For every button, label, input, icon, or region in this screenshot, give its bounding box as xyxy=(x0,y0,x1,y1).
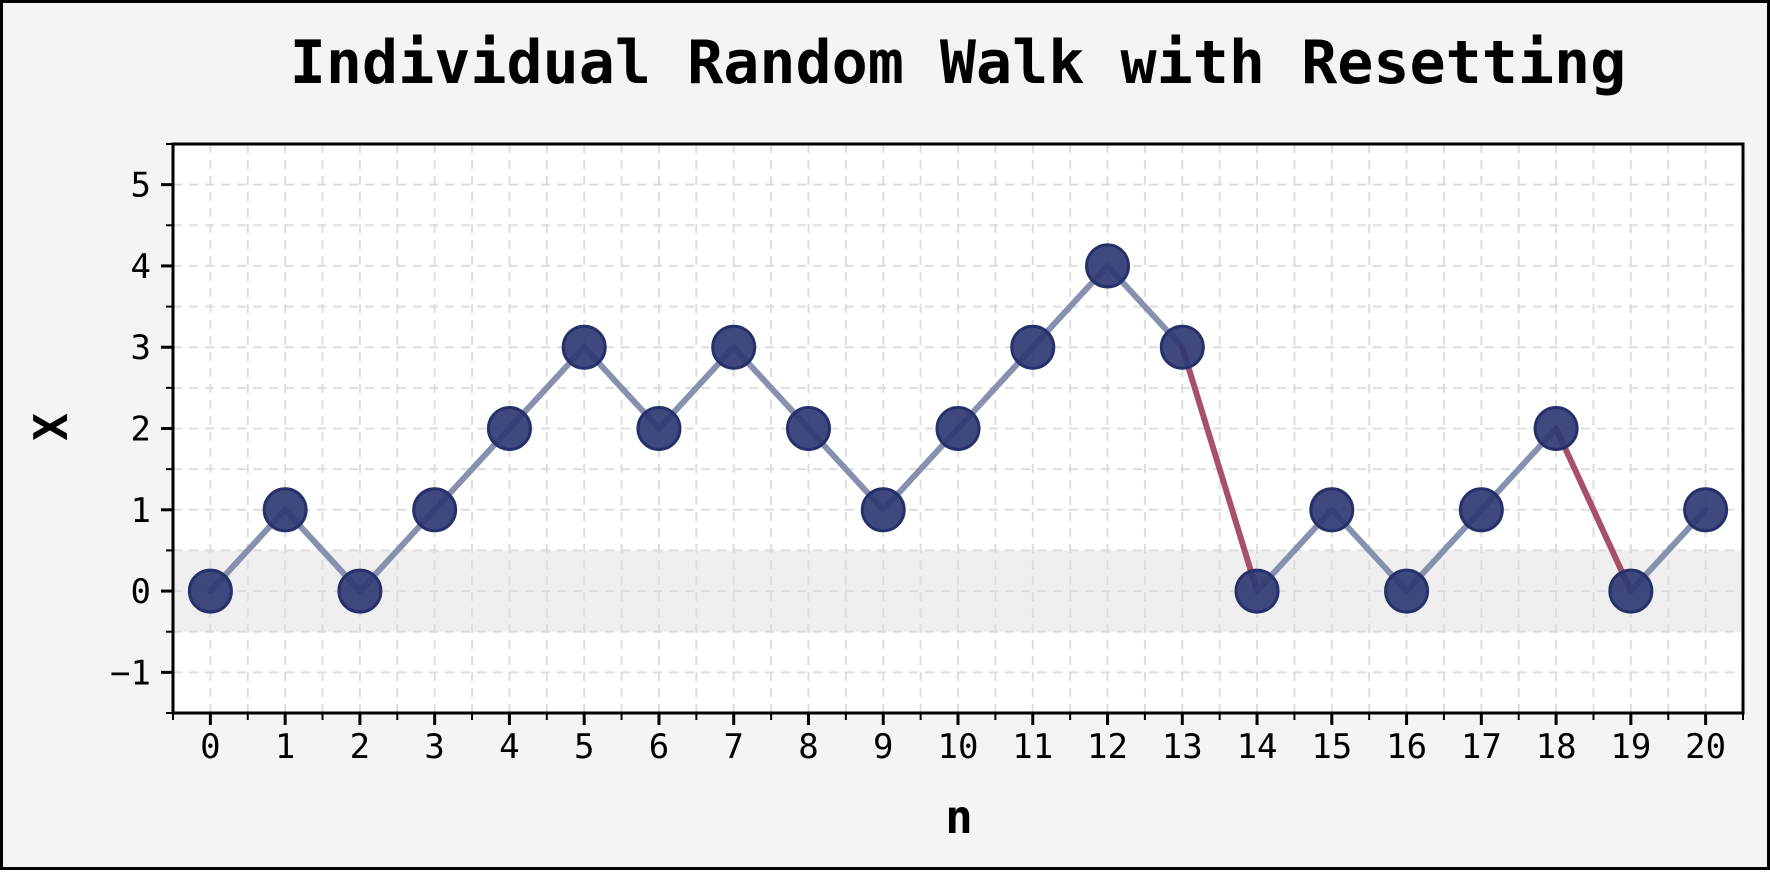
x-tick-label: 0 xyxy=(200,727,220,767)
data-point xyxy=(1608,568,1654,614)
x-tick-label: 6 xyxy=(649,727,669,767)
reset-segment xyxy=(1179,344,1261,595)
x-axis-label: n xyxy=(945,790,973,844)
data-point xyxy=(1085,243,1131,289)
data-point xyxy=(187,568,233,614)
data-point xyxy=(486,406,532,451)
x-tick-label: 8 xyxy=(798,727,818,767)
x-tick-label: 14 xyxy=(1237,727,1278,767)
data-point xyxy=(860,487,906,533)
data-point xyxy=(1309,487,1355,533)
y-tick-label: 0 xyxy=(131,572,151,612)
y-axis-label: X xyxy=(24,413,78,441)
x-tick-label: 10 xyxy=(938,727,979,767)
x-tick-label: 13 xyxy=(1162,727,1203,767)
reset-segment xyxy=(1553,425,1634,595)
x-tick-label: 20 xyxy=(1685,727,1726,767)
x-tick-label: 7 xyxy=(723,727,743,767)
x-tick-label: 4 xyxy=(499,727,519,767)
x-tick-label: 18 xyxy=(1536,727,1577,767)
data-point xyxy=(1683,487,1729,533)
data-point xyxy=(636,406,682,451)
data-point xyxy=(561,324,607,370)
data-point xyxy=(785,406,831,451)
y-tick-label: −1 xyxy=(110,653,151,693)
x-tick-label: 15 xyxy=(1311,727,1352,767)
data-point xyxy=(1159,324,1205,370)
x-tick-label: 16 xyxy=(1386,727,1427,767)
x-tick-label: 1 xyxy=(275,727,295,767)
x-tick-label: 2 xyxy=(350,727,370,767)
data-point xyxy=(711,324,757,370)
y-tick-label: 5 xyxy=(131,166,151,206)
data-point xyxy=(262,487,308,533)
x-tick-label: 9 xyxy=(873,727,893,767)
data-point xyxy=(1533,406,1579,451)
chart-title: Individual Random Walk with Resetting xyxy=(290,28,1627,98)
y-tick-label: 2 xyxy=(131,410,151,450)
x-tick-label: 3 xyxy=(424,727,444,767)
data-point xyxy=(1010,324,1056,370)
x-tick-label: 5 xyxy=(574,727,594,767)
x-tick-label: 19 xyxy=(1610,727,1651,767)
x-tick-label: 12 xyxy=(1087,727,1128,767)
data-point xyxy=(1234,568,1280,614)
y-tick-label: 4 xyxy=(131,247,151,287)
data-point xyxy=(337,568,383,614)
random-walk-chart: Individual Random Walk with Resetting 0 1… xyxy=(24,28,1745,844)
y-tick-label: 1 xyxy=(131,491,151,531)
data-point xyxy=(1458,487,1504,533)
x-tick-label: 17 xyxy=(1461,727,1502,767)
x-tick-label: 11 xyxy=(1012,727,1053,767)
data-point xyxy=(1384,568,1430,614)
y-tick-label: 3 xyxy=(131,328,151,368)
data-point xyxy=(935,406,981,451)
data-point xyxy=(412,487,458,533)
